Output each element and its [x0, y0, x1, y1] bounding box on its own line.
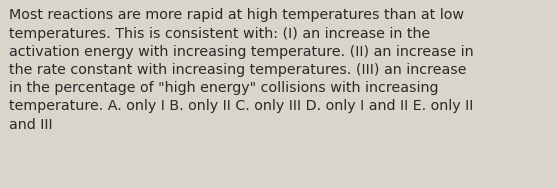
Text: Most reactions are more rapid at high temperatures than at low
temperatures. Thi: Most reactions are more rapid at high te… [9, 8, 474, 132]
